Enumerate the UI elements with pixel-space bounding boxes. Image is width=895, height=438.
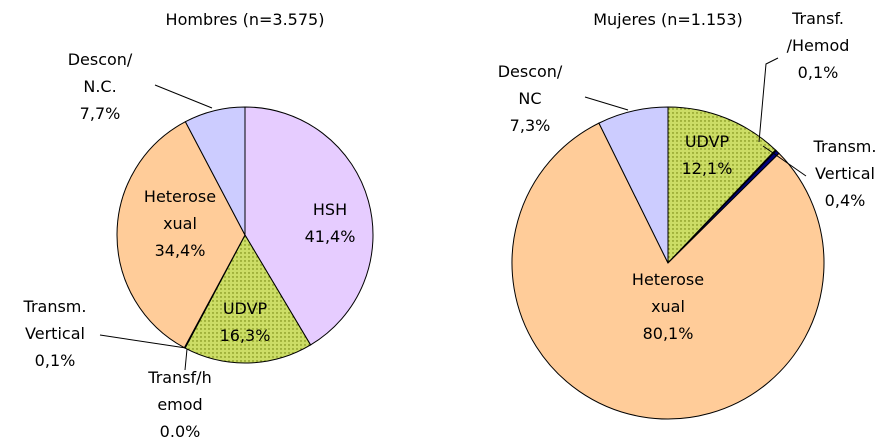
slice-label: Transf. /Hemod 0,1%: [748, 5, 888, 86]
pie-slice: [184, 233, 312, 364]
leader-line: [99, 334, 187, 349]
category-label: UDVP: [684, 132, 730, 151]
slice-label: Transm. Vertical 0,1%: [0, 293, 125, 374]
value-label: 7,3%: [509, 116, 551, 135]
slice-label: Transm. Vertical 0,4%: [775, 133, 895, 214]
chart-title: Hombres (n=3.575): [165, 10, 325, 29]
leader-line: [584, 96, 629, 111]
slice-label: Heterose xual 80,1%: [598, 266, 738, 347]
slice-label: UDVP 16,3%: [175, 295, 315, 349]
category-label: UDVP: [222, 299, 268, 318]
value-label: 0,4%: [824, 191, 866, 210]
pie-slice: [667, 106, 777, 265]
pie-slice: [184, 106, 246, 236]
pie-slice: [244, 106, 374, 346]
category-label: Descon/ NC: [497, 62, 563, 108]
value-label: 80,1%: [642, 324, 694, 343]
pie-slice: [598, 106, 669, 264]
value-label: 0.0%: [159, 422, 201, 438]
value-label: 0,1%: [797, 63, 839, 82]
pie-slice: [511, 122, 825, 420]
value-label: 16,3%: [219, 326, 271, 345]
slice-label: UDVP 12,1%: [637, 128, 777, 182]
slice-label: HSH 41,4%: [260, 196, 400, 250]
category-label: Heterose xual: [631, 270, 705, 316]
value-label: 34,4%: [154, 241, 206, 260]
category-label: Transm. Vertical: [813, 137, 877, 183]
pie-slice: [116, 121, 246, 349]
chart-title: Mujeres (n=1.153): [593, 10, 743, 29]
category-label: Transm. Vertical: [23, 297, 87, 343]
leader-line: [762, 145, 807, 177]
slice-label: Heterose xual 34,4%: [110, 183, 250, 264]
slice-label: Descon/ NC 7,3%: [460, 58, 600, 139]
value-label: 7,7%: [79, 104, 121, 123]
slice-label: Transf/h emod 0.0%: [110, 364, 250, 438]
value-label: 41,4%: [304, 227, 356, 246]
leader-line: [154, 84, 213, 109]
slice-label: Descon/ N.C. 7,7%: [30, 46, 170, 127]
leader-line: [758, 57, 779, 143]
category-label: HSH: [312, 200, 348, 219]
value-label: 12,1%: [681, 159, 733, 178]
category-label: Transf. /Hemod: [786, 9, 850, 55]
value-label: 0,1%: [34, 351, 76, 370]
category-label: Heterose xual: [143, 187, 217, 233]
category-label: Descon/ N.C.: [67, 50, 133, 96]
category-label: Transf/h emod: [148, 368, 212, 414]
leader-line: [184, 348, 188, 371]
